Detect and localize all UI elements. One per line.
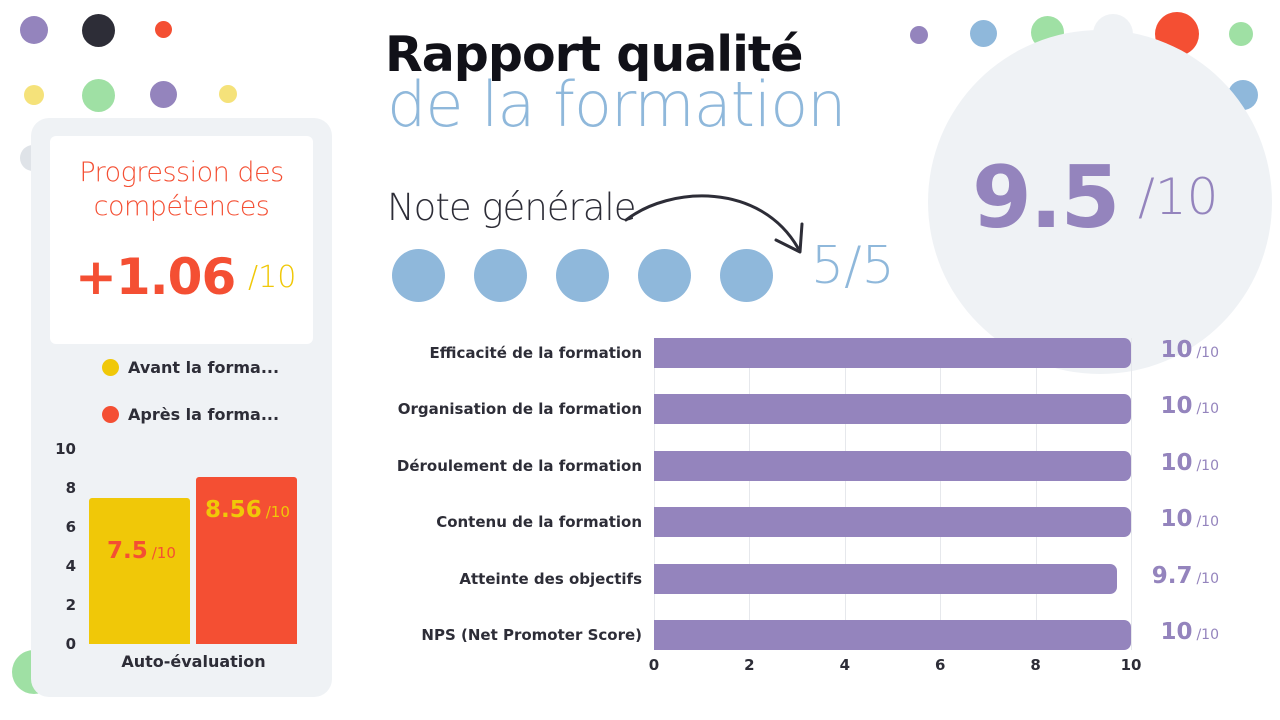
decor-dot [24,85,44,105]
y-tick-label: 10 [55,440,76,458]
bar-value-denom: /10 [1196,345,1219,361]
overall-score-circle [928,30,1272,374]
gridline [844,338,846,650]
bar-value-label: 10/10 [1160,337,1219,363]
bar-value: 10 [1160,393,1193,420]
bar-value: 7.5 [107,538,148,564]
legend-before-label: Avant la forma... [128,358,280,377]
progression-value: +1.06 [75,248,236,306]
bar-value-denom: /10 [1196,627,1219,643]
rating-dot [474,249,527,302]
overall-rating-label: Note générale [387,186,636,229]
gridline [1131,338,1132,650]
rating-dot [556,249,609,302]
x-tick-label: 8 [1030,656,1041,674]
bar-value-denom: /10 [265,503,290,521]
bar [654,507,1131,538]
bar [89,497,190,644]
bar-value-denom: /10 [1196,457,1219,474]
bar [654,620,1131,650]
progression-title: Progression des compétences [50,156,313,224]
overall-rating-value: 5/5 [811,236,895,296]
overall-score-denom: /10 [1138,168,1219,226]
bar [654,450,1131,481]
gridline [1035,338,1037,650]
decor-dot [82,14,115,47]
page-title: Rapport qualité [385,26,804,83]
decor-dot [970,20,997,47]
bar-value-label: 10/10 [1160,450,1219,476]
category-label: Efficacité de la formation [429,344,642,362]
category-label: Organisation de la formation [397,400,642,419]
decor-dot [1229,22,1253,46]
x-tick-label: 4 [839,656,851,674]
bar [654,338,1131,368]
progression-title-line2: compétences [93,191,270,222]
progression-denom: /10 [248,260,297,295]
category-label: Déroulement de la formation [396,456,642,475]
bar-value: 9.7 [1151,562,1193,589]
bar-value-denom: /10 [1196,401,1219,418]
bar-value-label: 9.7/10 [1152,563,1219,589]
legend-after: Après la forma... [102,405,279,424]
bar [654,563,1117,594]
decor-dot [155,21,172,38]
y-tick-label: 4 [65,557,76,575]
arrow-icon [624,194,804,254]
bar-value-label: 10/10 [1160,506,1219,532]
decor-dot [219,85,237,103]
legend-after-label: Après la forma... [128,405,280,424]
category-label: Contenu de la formation [436,513,642,532]
bar [196,477,297,644]
progression-card: Progression des compétences +1.06 /10 [50,136,313,344]
y-tick-label: 2 [65,596,76,614]
bar-value-denom: /10 [1196,570,1219,587]
rating-dot [392,249,445,302]
x-tick-label: 0 [648,656,660,674]
decor-dot [82,79,115,112]
y-tick-label: 8 [65,479,76,497]
gridline [940,338,942,650]
bar-value-label: 10/10 [1160,619,1219,645]
overall-score-value: 9.5 [972,148,1120,248]
bar-value: 10 [1160,506,1193,533]
gridline [654,338,655,650]
bar-value-label: 8.56/10 [205,497,290,523]
page-subtitle: de la formation [387,68,846,141]
rating-dot [638,249,691,302]
rating-dot [720,249,773,302]
bar-value-denom: /10 [1196,514,1219,531]
bar-value: 10 [1160,449,1193,476]
x-tick-label: 2 [744,656,755,674]
bar-value: 10 [1160,337,1193,363]
decor-dot [150,81,177,108]
category-label: Atteinte des objectifs [459,569,642,588]
bar-value: 8.56 [205,497,262,523]
bar-value-label: 7.5/10 [107,538,176,564]
bar-value-label: 10/10 [1160,393,1219,419]
x-tick-label: 6 [934,656,946,674]
legend-before-swatch [102,359,119,376]
progression-title-line1: Progression des [79,157,284,188]
category-label: NPS (Net Promoter Score) [421,626,642,644]
legend-before: Avant la forma... [102,358,279,377]
x-tick-label: 10 [1120,656,1142,674]
legend-after-swatch [102,406,119,423]
gridline [749,338,751,650]
x-category-label: Auto-évaluation [121,652,266,671]
decor-dot [20,16,48,44]
bar-value-denom: /10 [151,544,176,562]
bar [654,394,1131,425]
bar-value: 10 [1160,619,1193,645]
y-tick-label: 6 [65,518,76,536]
y-tick-label: 0 [65,635,76,653]
decor-dot [910,26,928,44]
